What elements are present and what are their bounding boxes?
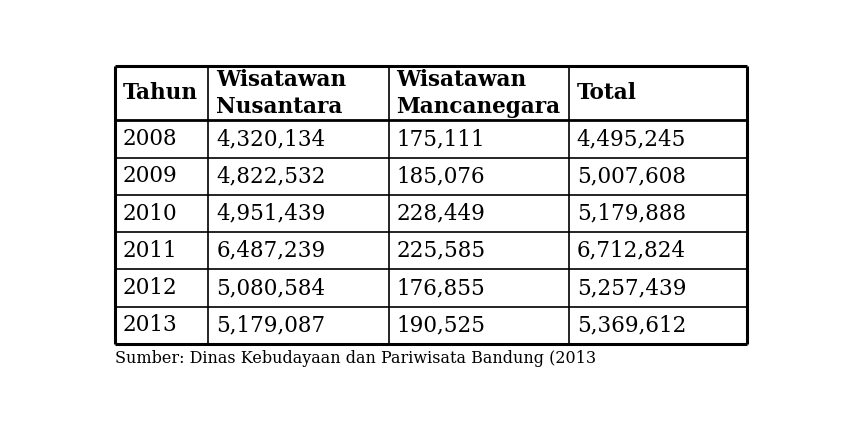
Text: 190,525: 190,525	[396, 314, 485, 336]
Text: 175,111: 175,111	[396, 128, 485, 150]
Text: Wisatawan
Mancanegara: Wisatawan Mancanegara	[396, 69, 561, 118]
Text: 176,855: 176,855	[396, 277, 485, 299]
Text: 5,007,608: 5,007,608	[577, 165, 685, 187]
Text: Sumber: Dinas Kebudayaan dan Pariwisata Bandung (2013: Sumber: Dinas Kebudayaan dan Pariwisata …	[115, 350, 596, 367]
Text: 6,712,824: 6,712,824	[577, 240, 685, 262]
Text: 4,320,134: 4,320,134	[216, 128, 325, 150]
Text: 4,495,245: 4,495,245	[577, 128, 686, 150]
Text: 5,179,888: 5,179,888	[577, 202, 685, 224]
Text: Total: Total	[577, 82, 637, 104]
Text: 5,257,439: 5,257,439	[577, 277, 686, 299]
Text: 4,951,439: 4,951,439	[216, 202, 325, 224]
Text: 5,369,612: 5,369,612	[577, 314, 686, 336]
Text: 5,179,087: 5,179,087	[216, 314, 325, 336]
Text: 2011: 2011	[123, 240, 177, 262]
Text: 185,076: 185,076	[396, 165, 485, 187]
Text: 2012: 2012	[123, 277, 177, 299]
Text: 5,080,584: 5,080,584	[216, 277, 325, 299]
Text: 225,585: 225,585	[396, 240, 485, 262]
Text: 2008: 2008	[123, 128, 177, 150]
Text: Wisatawan
Nusantara: Wisatawan Nusantara	[216, 69, 346, 118]
Text: 228,449: 228,449	[396, 202, 485, 224]
Text: 4,822,532: 4,822,532	[216, 165, 325, 187]
Text: 2013: 2013	[123, 314, 177, 336]
Text: 2009: 2009	[123, 165, 177, 187]
Text: 6,487,239: 6,487,239	[216, 240, 325, 262]
Text: Tahun: Tahun	[123, 82, 198, 104]
Text: 2010: 2010	[123, 202, 177, 224]
